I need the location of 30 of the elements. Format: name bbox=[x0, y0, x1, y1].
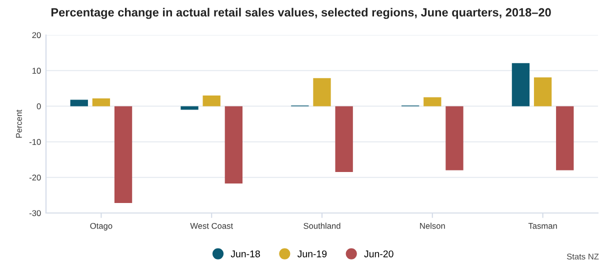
y-tick-label: -10 bbox=[29, 139, 41, 145]
legend-label: Jun-19 bbox=[297, 250, 327, 258]
bar bbox=[534, 77, 552, 106]
y-tick-label: -20 bbox=[29, 174, 41, 180]
bar bbox=[224, 106, 243, 184]
y-tick-label: 0 bbox=[36, 103, 41, 110]
bar bbox=[556, 106, 574, 170]
legend-label: Jun-18 bbox=[230, 250, 260, 258]
y-axis-title: Percent bbox=[16, 110, 22, 138]
bar bbox=[335, 106, 353, 172]
y-tick-label: -30 bbox=[29, 210, 41, 216]
bar bbox=[313, 78, 331, 106]
bar bbox=[114, 106, 132, 204]
x-tick-label: West Coast bbox=[190, 222, 233, 229]
bar bbox=[446, 106, 464, 170]
bar bbox=[92, 98, 110, 106]
y-tick-label: 10 bbox=[32, 68, 41, 74]
legend-label: Jun-20 bbox=[364, 250, 394, 258]
chart-title: Percentage change in actual retail sales values, selected regions, June quarters, 2018–20 bbox=[51, 8, 551, 19]
bar bbox=[512, 63, 530, 106]
text: Stats NZ bbox=[566, 254, 599, 260]
bar bbox=[202, 96, 220, 106]
x-tick-label: Tasman bbox=[528, 223, 557, 229]
bar bbox=[424, 97, 442, 106]
bar bbox=[180, 106, 198, 110]
bar bbox=[70, 100, 88, 106]
x-tick-label: Nelson bbox=[420, 222, 445, 229]
y-tick-label: 20 bbox=[32, 32, 41, 38]
x-tick-label: Otago bbox=[90, 222, 112, 230]
x-tick-label: Southland bbox=[304, 222, 340, 229]
